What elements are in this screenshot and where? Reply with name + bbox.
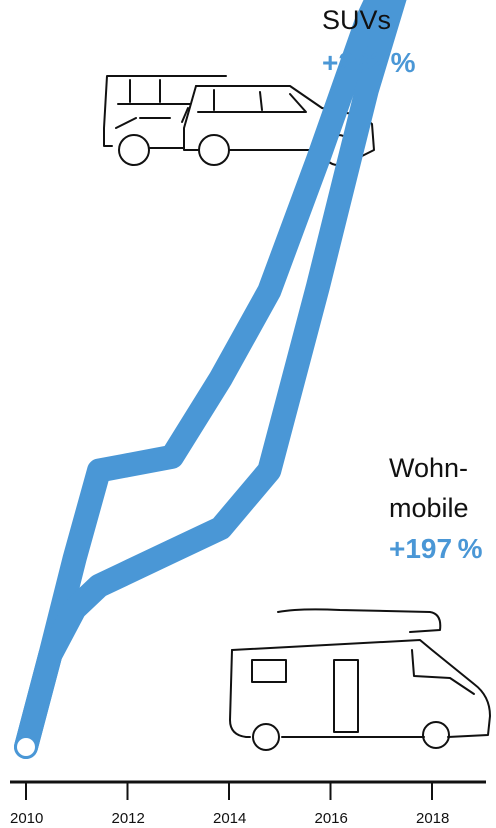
motorhome-icon <box>229 608 491 751</box>
motorhome-series-label-line2: mobile <box>389 493 469 523</box>
suv-series-line <box>14 0 390 759</box>
x-tick-label: 2012 <box>112 810 145 827</box>
x-tick-label: 2010 <box>10 810 43 827</box>
x-axis-ticks: 2010 2012 2014 2016 2018 <box>10 782 449 827</box>
suv-change-label: +282 % <box>322 47 416 78</box>
x-tick-label: 2016 <box>315 810 348 827</box>
x-tick-label: 2014 <box>213 810 246 827</box>
series-layer <box>14 0 407 759</box>
suv-series-label: SUVs <box>322 5 391 35</box>
start-point <box>17 738 35 756</box>
x-tick-label: 2018 <box>416 810 449 827</box>
motorhome-change-label: +197 % <box>389 533 483 564</box>
motorhome-series-label-line1: Wohn- <box>389 453 468 483</box>
motorhome-series-line <box>14 0 407 759</box>
